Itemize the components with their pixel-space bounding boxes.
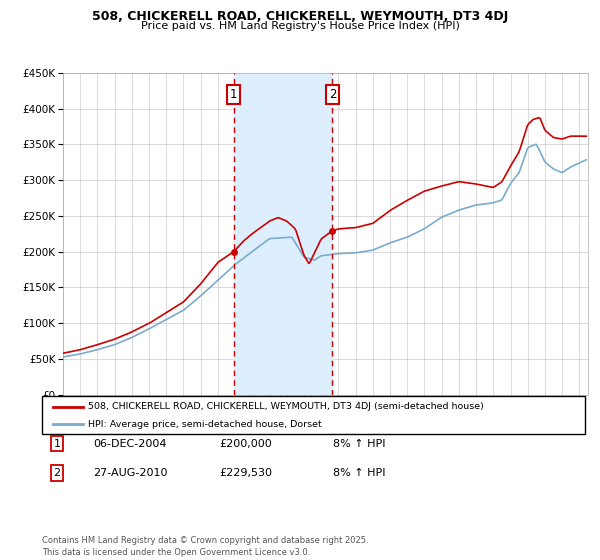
- Text: 2: 2: [53, 468, 61, 478]
- Text: 508, CHICKERELL ROAD, CHICKERELL, WEYMOUTH, DT3 4DJ: 508, CHICKERELL ROAD, CHICKERELL, WEYMOU…: [92, 10, 508, 23]
- Bar: [234, 73, 332, 395]
- Text: 1: 1: [53, 438, 61, 449]
- FancyBboxPatch shape: [42, 396, 585, 434]
- Text: 2: 2: [329, 88, 336, 101]
- Text: Price paid vs. HM Land Registry's House Price Index (HPI): Price paid vs. HM Land Registry's House …: [140, 21, 460, 31]
- Text: 8% ↑ HPI: 8% ↑ HPI: [333, 468, 386, 478]
- Text: 8% ↑ HPI: 8% ↑ HPI: [333, 438, 386, 449]
- Text: HPI: Average price, semi-detached house, Dorset: HPI: Average price, semi-detached house,…: [88, 420, 322, 429]
- Text: 06-DEC-2004: 06-DEC-2004: [93, 438, 167, 449]
- Text: 508, CHICKERELL ROAD, CHICKERELL, WEYMOUTH, DT3 4DJ (semi-detached house): 508, CHICKERELL ROAD, CHICKERELL, WEYMOU…: [88, 402, 484, 411]
- Text: 27-AUG-2010: 27-AUG-2010: [93, 468, 167, 478]
- Text: Contains HM Land Registry data © Crown copyright and database right 2025.
This d: Contains HM Land Registry data © Crown c…: [42, 536, 368, 557]
- Text: £229,530: £229,530: [219, 468, 272, 478]
- Text: 1: 1: [230, 88, 238, 101]
- Text: £200,000: £200,000: [219, 438, 272, 449]
